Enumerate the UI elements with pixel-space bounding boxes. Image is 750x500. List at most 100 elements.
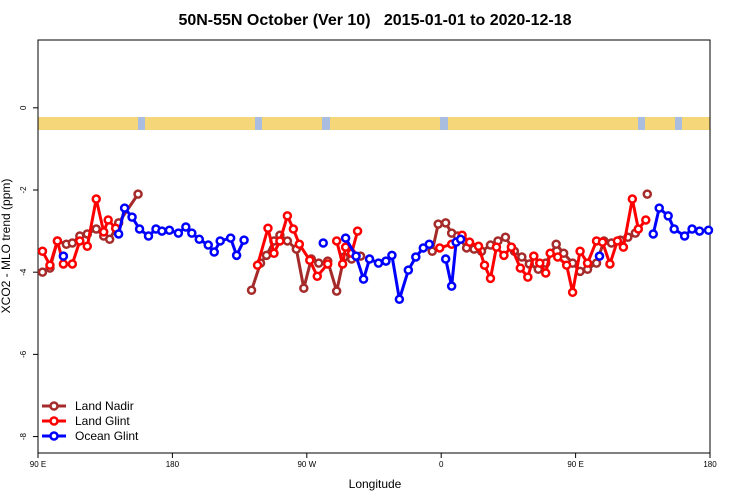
data-point (694, 226, 705, 236)
data-point (82, 241, 93, 252)
data-point (523, 272, 533, 282)
data-point (440, 254, 451, 264)
x-tick-label: 0 (439, 460, 444, 469)
data-point (551, 239, 561, 249)
data-point (194, 234, 205, 245)
data-point (567, 287, 578, 298)
data-point (98, 227, 109, 237)
x-axis-label: Longitude (349, 477, 402, 491)
data-point (143, 231, 154, 241)
data-point (37, 267, 48, 277)
data-point (113, 229, 124, 239)
data-point (313, 258, 324, 268)
data-point (340, 233, 351, 243)
y-tick-label: -2 (19, 186, 28, 194)
x-tick-label: 90 W (297, 460, 316, 469)
data-point (506, 242, 517, 252)
y-axis-label: XCO2 - MLO trend (ppm) (0, 179, 13, 314)
data-point (403, 265, 414, 275)
data-point (299, 283, 309, 293)
legend-marker (49, 431, 59, 441)
data-point (605, 259, 615, 269)
y-tick-label: -4 (19, 268, 28, 276)
data-point (411, 252, 421, 262)
data-point (288, 224, 299, 234)
data-point (133, 189, 143, 199)
data-point (331, 286, 342, 296)
data-point (239, 235, 249, 245)
data-point (612, 236, 623, 246)
data-point (473, 241, 484, 252)
data-point (275, 236, 285, 246)
data-point (322, 259, 333, 269)
data-point (173, 228, 184, 238)
legend-label: Land Glint (75, 414, 130, 428)
data-point (37, 246, 48, 256)
data-point (263, 223, 273, 233)
data-point (181, 222, 191, 232)
data-point (52, 236, 63, 246)
data-point (582, 258, 593, 268)
data-point (515, 263, 526, 273)
legend-marker (49, 416, 59, 426)
data-point (663, 211, 673, 221)
data-point (687, 224, 697, 234)
data-point (305, 255, 315, 266)
data-point (464, 237, 475, 247)
map-strip (38, 117, 710, 130)
data-point (91, 194, 101, 204)
data-point (67, 259, 78, 269)
data-point (294, 239, 305, 249)
data-point (231, 250, 242, 261)
y-tick-label: -8 (19, 432, 28, 440)
data-point (642, 189, 653, 199)
data-point (352, 226, 363, 236)
x-tick-label: 180 (703, 460, 717, 469)
data-point (433, 219, 443, 229)
data-point (252, 260, 263, 270)
data-point (529, 251, 539, 261)
data-point (500, 232, 511, 243)
data-point (499, 250, 509, 261)
data-point (545, 248, 555, 259)
data-point (627, 194, 638, 204)
chart-title: 50N-55N October (Ver 10) 2015-01-01 to 2… (178, 12, 571, 29)
data-point (91, 224, 101, 234)
data-point (261, 250, 272, 261)
data-point (552, 252, 563, 262)
data-point (373, 258, 384, 268)
data-point (127, 212, 137, 222)
data-point (446, 281, 457, 291)
data-point (679, 231, 690, 241)
data-point (394, 294, 405, 305)
data-point (269, 248, 279, 259)
data-point (75, 236, 85, 246)
data-point (58, 251, 69, 261)
data-point (282, 236, 293, 246)
data-point (351, 251, 361, 261)
data-point (187, 228, 197, 238)
data-point (104, 234, 115, 245)
data-point (381, 256, 391, 266)
data-point (594, 251, 605, 261)
data-point (358, 274, 369, 284)
data-point (103, 215, 113, 225)
x-tick-label: 180 (166, 460, 180, 469)
data-point (312, 271, 323, 282)
data-point (540, 268, 551, 278)
data-point (654, 203, 664, 213)
data-point (485, 273, 496, 284)
y-tick-label: -6 (19, 350, 28, 358)
data-point (618, 242, 629, 252)
data-point (455, 234, 466, 245)
data-point (209, 247, 219, 257)
data-point (424, 239, 435, 249)
plot-frame (37, 39, 711, 454)
legend-marker (49, 401, 59, 411)
data-point (119, 203, 130, 213)
data-point (575, 246, 585, 256)
x-tick-label: 90 E (30, 460, 46, 469)
data-point (157, 226, 167, 236)
data-point (225, 233, 236, 243)
